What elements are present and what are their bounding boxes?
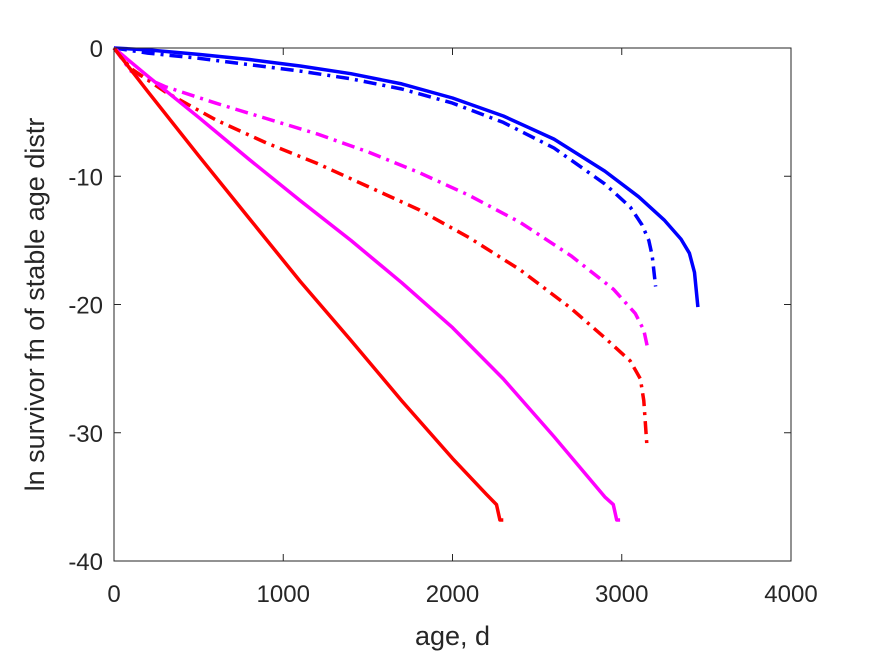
series-line-blue-dashdot: [113, 46, 658, 287]
series-layer: [112, 46, 700, 522]
x-tick-label: 1000: [257, 581, 310, 608]
series-line-red-solid: [112, 46, 504, 522]
series-line-blue-solid: [113, 46, 700, 308]
y-tick-label: -10: [68, 164, 103, 191]
x-tick-label: 3000: [595, 581, 648, 608]
x-tick-label: 4000: [764, 581, 817, 608]
tick-layer: 0 1000 2000 3000 4000 0 -10 -20 -30 -40: [68, 36, 817, 608]
x-tick-label: 2000: [426, 581, 479, 608]
plot-background: [114, 48, 791, 561]
series-line-magenta-solid: [112, 46, 621, 522]
y-tick-label: 0: [90, 36, 103, 63]
y-tick-label: -20: [68, 293, 103, 320]
series-line-red-dashdot: [112, 46, 649, 449]
y-tick-label: -30: [68, 421, 103, 448]
y-tick-label: -40: [68, 549, 103, 576]
y-axis-title: ln survivor fn of stable age distr: [20, 118, 50, 492]
x-tick-label: 0: [107, 581, 120, 608]
x-axis-title: age, d: [415, 621, 490, 651]
